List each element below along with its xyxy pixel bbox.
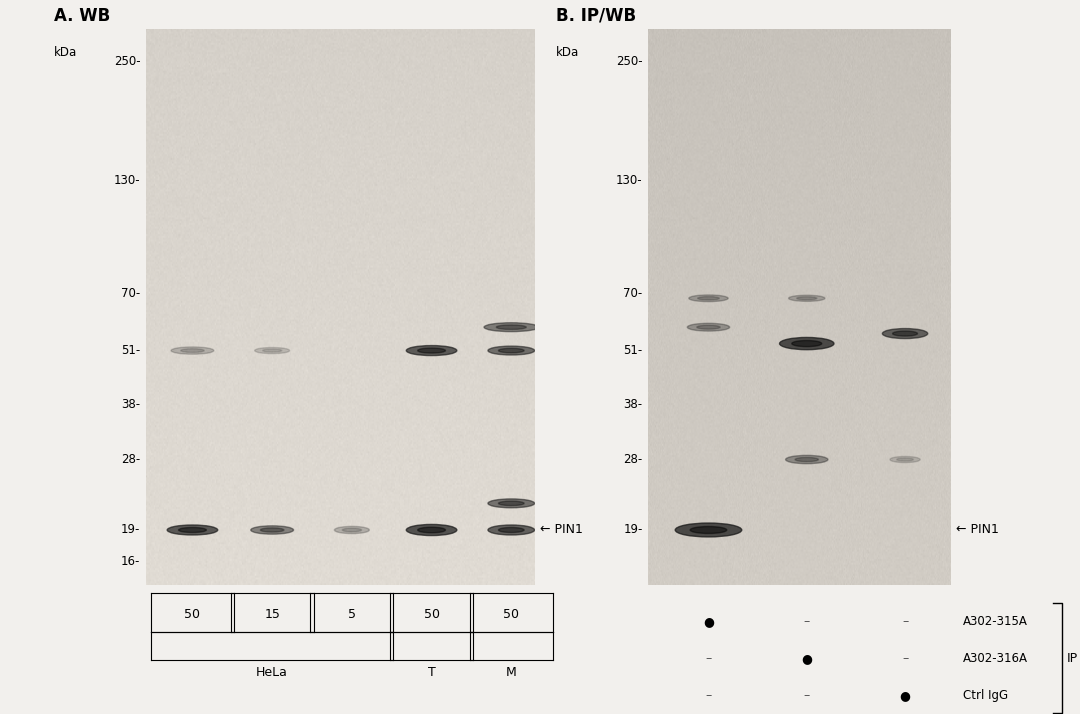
Text: ●: ● xyxy=(703,615,714,628)
Ellipse shape xyxy=(406,346,457,356)
Ellipse shape xyxy=(180,348,204,353)
Text: 28-: 28- xyxy=(121,453,140,466)
Text: A302-315A: A302-315A xyxy=(963,615,1028,628)
Text: kDa: kDa xyxy=(54,46,78,59)
Text: –: – xyxy=(705,652,712,665)
Text: ← PIN1: ← PIN1 xyxy=(540,523,583,536)
Text: ●: ● xyxy=(900,689,910,702)
Ellipse shape xyxy=(698,296,719,300)
Text: HeLa: HeLa xyxy=(256,666,288,679)
Text: 250-: 250- xyxy=(616,55,643,69)
Text: –: – xyxy=(902,615,908,628)
Text: 50: 50 xyxy=(503,608,519,620)
Ellipse shape xyxy=(687,323,730,331)
Ellipse shape xyxy=(178,528,206,533)
Ellipse shape xyxy=(890,456,920,463)
Ellipse shape xyxy=(342,528,362,532)
Text: 38-: 38- xyxy=(623,398,643,411)
Text: ●: ● xyxy=(801,652,812,665)
Ellipse shape xyxy=(788,295,825,301)
Text: –: – xyxy=(804,615,810,628)
Ellipse shape xyxy=(780,338,834,350)
Text: IP: IP xyxy=(1067,652,1078,665)
Text: T: T xyxy=(428,666,435,679)
Ellipse shape xyxy=(335,526,369,533)
Ellipse shape xyxy=(697,326,720,329)
Text: Ctrl IgG: Ctrl IgG xyxy=(963,689,1009,702)
Ellipse shape xyxy=(484,323,539,331)
Text: 250-: 250- xyxy=(113,55,140,69)
Ellipse shape xyxy=(488,525,535,535)
Text: M: M xyxy=(505,666,516,679)
Ellipse shape xyxy=(689,295,728,301)
Ellipse shape xyxy=(167,525,218,535)
Text: 5: 5 xyxy=(348,608,356,620)
Text: –: – xyxy=(804,689,810,702)
Text: B. IP/WB: B. IP/WB xyxy=(556,7,636,25)
Ellipse shape xyxy=(499,528,524,533)
Ellipse shape xyxy=(675,523,742,537)
Text: kDa: kDa xyxy=(556,46,580,59)
Ellipse shape xyxy=(882,328,928,338)
Text: 70-: 70- xyxy=(121,286,140,299)
Ellipse shape xyxy=(488,346,535,355)
Ellipse shape xyxy=(797,297,816,300)
Text: 51-: 51- xyxy=(121,344,140,357)
Text: 70-: 70- xyxy=(623,286,643,299)
Ellipse shape xyxy=(690,526,727,533)
Text: 50: 50 xyxy=(185,608,201,620)
Text: A302-316A: A302-316A xyxy=(963,652,1028,665)
Ellipse shape xyxy=(792,341,822,346)
Text: 51-: 51- xyxy=(623,344,643,357)
Ellipse shape xyxy=(418,348,445,353)
Ellipse shape xyxy=(499,348,524,353)
Text: 130-: 130- xyxy=(113,174,140,187)
Text: –: – xyxy=(705,689,712,702)
Ellipse shape xyxy=(795,458,819,462)
Text: 15: 15 xyxy=(265,608,280,620)
Ellipse shape xyxy=(406,524,457,536)
Text: 19-: 19- xyxy=(623,523,643,536)
Text: 38-: 38- xyxy=(121,398,140,411)
Ellipse shape xyxy=(418,527,445,533)
Ellipse shape xyxy=(255,348,289,353)
Ellipse shape xyxy=(499,501,524,506)
Ellipse shape xyxy=(892,331,918,336)
Text: 130-: 130- xyxy=(616,174,643,187)
Ellipse shape xyxy=(896,458,914,461)
Text: 19-: 19- xyxy=(121,523,140,536)
Ellipse shape xyxy=(497,325,526,329)
Text: 28-: 28- xyxy=(623,453,643,466)
Ellipse shape xyxy=(262,349,282,352)
Text: 50: 50 xyxy=(423,608,440,620)
Ellipse shape xyxy=(488,499,535,508)
Ellipse shape xyxy=(251,526,294,534)
Ellipse shape xyxy=(260,528,284,532)
Text: –: – xyxy=(902,652,908,665)
Text: 16-: 16- xyxy=(121,555,140,568)
Text: ← PIN1: ← PIN1 xyxy=(956,523,999,536)
Ellipse shape xyxy=(785,456,828,463)
Ellipse shape xyxy=(171,347,214,354)
Text: A. WB: A. WB xyxy=(54,7,110,25)
